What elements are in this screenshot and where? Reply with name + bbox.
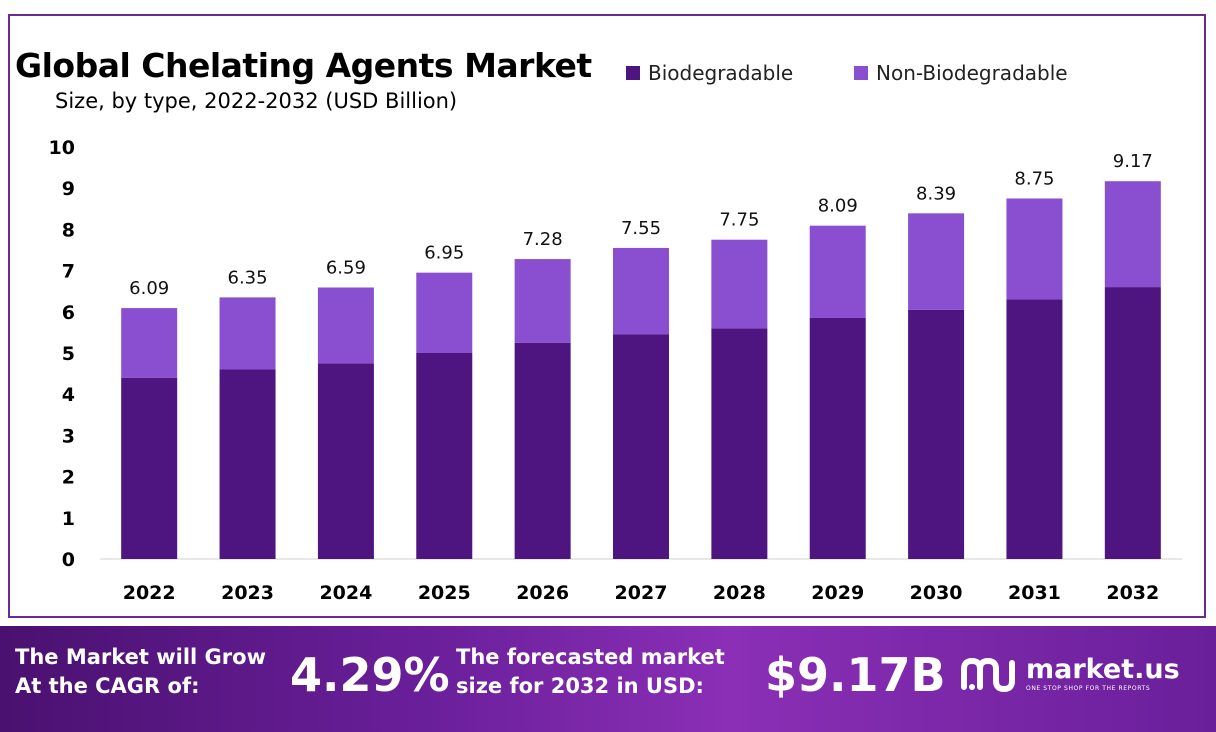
bar-biodegradable	[908, 309, 965, 559]
bar-biodegradable	[711, 328, 768, 559]
bar-biodegradable	[317, 363, 374, 559]
y-tick-label: 4	[62, 384, 75, 406]
bar-chart: 0 1 2 3 4 5 6 7 8 9 10 6.09 2022 6.35 2023 6.59 2024 6.95…	[49, 137, 1182, 604]
chart-frame	[8, 14, 1206, 618]
forecast-label-line2: size for 2032 in USD:	[456, 674, 704, 698]
bar-non-biodegradable	[121, 308, 178, 378]
y-tick-label: 5	[62, 343, 75, 365]
x-tick-label: 2030	[910, 582, 963, 604]
x-tick-label: 2024	[319, 582, 372, 604]
bar-biodegradable	[514, 342, 571, 559]
bar-non-biodegradable	[908, 213, 965, 310]
y-tick-label: 1	[62, 508, 75, 530]
chart-title: Global Chelating Agents Market	[15, 46, 592, 85]
y-tick-label: 6	[62, 302, 75, 324]
bar-non-biodegradable	[711, 239, 768, 329]
brand-tagline: ONE STOP SHOP FOR THE REPORTS	[1026, 685, 1151, 692]
bar-biodegradable	[219, 369, 276, 559]
y-tick-label: 0	[62, 549, 75, 571]
forecast-value: $9.17B	[765, 648, 946, 702]
x-tick-label: 2023	[221, 582, 274, 604]
bar-non-biodegradable	[613, 247, 669, 335]
legend-swatch-non-biodegradable	[854, 66, 868, 80]
bar-total-label: 6.09	[129, 278, 169, 299]
bar-non-biodegradable	[416, 272, 473, 353]
x-tick-label: 2028	[713, 582, 766, 604]
x-tick-label: 2029	[811, 582, 864, 604]
cagr-value: 4.29%	[290, 648, 450, 702]
y-tick-label: 3	[62, 425, 75, 447]
x-tick-label: 2022	[123, 582, 176, 604]
bar-non-biodegradable	[809, 225, 866, 318]
footer-banner: The Market will Grow At the CAGR of: 4.2…	[0, 626, 1216, 732]
bar-non-biodegradable	[514, 259, 571, 343]
bar-total-label: 9.17	[1113, 151, 1153, 172]
x-tick-label: 2032	[1106, 582, 1159, 604]
cagr-label-line1: The Market will Grow	[15, 645, 266, 669]
chart-subtitle: Size, by type, 2022-2032 (USD Billion)	[55, 89, 458, 113]
bar-total-label: 7.55	[621, 218, 661, 239]
cagr-label: The Market will Grow At the CAGR of:	[15, 643, 266, 701]
bar-total-label: 7.75	[719, 210, 759, 231]
market-us-logo-icon	[961, 657, 1015, 692]
legend-label-non-biodegradable: Non-Biodegradable	[876, 61, 1068, 85]
bar-biodegradable	[1104, 287, 1161, 559]
bar-biodegradable	[121, 377, 178, 559]
bar-non-biodegradable	[317, 287, 374, 364]
forecast-label: The forecasted market size for 2032 in U…	[456, 643, 725, 701]
bar-non-biodegradable	[1104, 181, 1161, 288]
bar-biodegradable	[1006, 299, 1063, 559]
x-tick-label: 2025	[418, 582, 471, 604]
x-tick-label: 2031	[1008, 582, 1061, 604]
bar-total-label: 7.28	[523, 229, 563, 250]
y-tick-label: 9	[62, 178, 75, 200]
bar-total-label: 8.75	[1014, 169, 1054, 190]
bar-non-biodegradable	[219, 297, 276, 370]
y-tick-label: 8	[62, 219, 75, 241]
x-tick-label: 2027	[615, 582, 668, 604]
bar-total-label: 8.09	[818, 196, 858, 217]
bar-total-label: 6.35	[228, 267, 268, 288]
bar-biodegradable	[416, 353, 473, 559]
bar-total-label: 6.59	[326, 257, 366, 278]
legend-item-non-biodegradable: Non-Biodegradable	[854, 60, 1068, 86]
y-tick-label: 2	[62, 467, 75, 489]
bar-non-biodegradable	[1006, 198, 1063, 300]
bar-total-label: 8.39	[916, 183, 956, 204]
x-tick-label: 2026	[516, 582, 569, 604]
legend-item-biodegradable: Biodegradable	[626, 60, 793, 86]
brand-name: market.us	[1026, 654, 1180, 685]
bar-biodegradable	[809, 317, 866, 559]
bar-biodegradable	[613, 334, 669, 559]
legend-swatch-biodegradable	[626, 66, 640, 80]
cagr-label-line2: At the CAGR of:	[15, 674, 200, 698]
legend-label-biodegradable: Biodegradable	[648, 61, 794, 85]
y-tick-label: 7	[62, 261, 75, 283]
brand-logo: market.us ONE STOP SHOP FOR THE REPORTS	[960, 656, 1180, 693]
forecast-label-line1: The forecasted market	[456, 645, 725, 669]
y-tick-label: 10	[49, 137, 75, 159]
bar-total-label: 6.95	[424, 243, 464, 264]
